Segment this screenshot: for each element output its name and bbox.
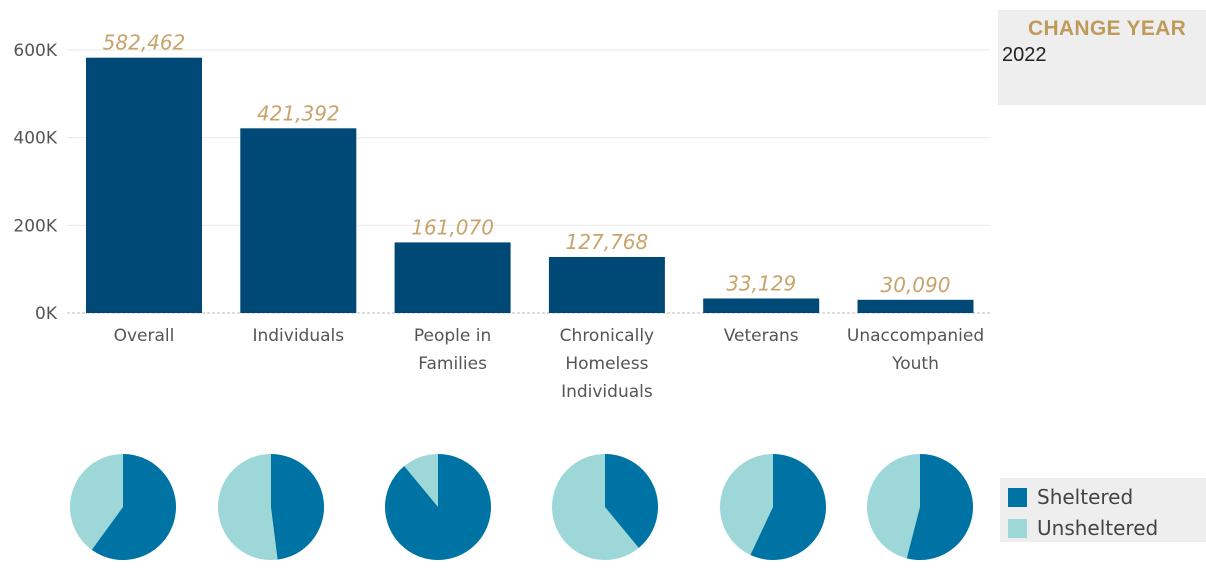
legend-item-sheltered[interactable]: Sheltered	[1008, 485, 1133, 509]
y-tick-label: 400K	[13, 129, 57, 149]
filter-year-value[interactable]: 2022	[1002, 44, 1047, 66]
x-tick-label: Overall	[114, 326, 175, 346]
legend-label-unsheltered: Unsheltered	[1037, 516, 1159, 540]
data-label: 421,392	[257, 101, 340, 125]
pie-sheltered-slice	[605, 454, 658, 548]
data-label: 582,462	[103, 31, 186, 55]
bar	[703, 298, 820, 313]
unsheltered-swatch	[1008, 518, 1027, 538]
pie-sheltered-slice	[750, 454, 827, 561]
pie-sheltered-slice	[906, 453, 973, 561]
x-tick-label: Unaccompanied	[847, 326, 984, 346]
x-tick-label: Homeless	[565, 354, 648, 374]
data-label: 161,070	[411, 215, 494, 239]
x-tick-label: Chronically	[560, 326, 654, 346]
bar	[240, 128, 357, 313]
x-tick-label: Individuals	[252, 326, 344, 346]
bar	[857, 299, 974, 313]
bar	[394, 242, 511, 313]
x-tick-label: Veterans	[724, 326, 799, 346]
x-tick-label: Families	[418, 354, 487, 374]
data-label: 127,768	[566, 230, 649, 254]
data-label: 30,090	[881, 273, 951, 297]
pie-sheltered-slice	[384, 454, 491, 560]
x-tick-label: People in	[414, 326, 491, 346]
sheltered-swatch	[1008, 487, 1027, 507]
y-tick-label: 200K	[13, 216, 57, 236]
legend-item-unsheltered[interactable]: Unsheltered	[1008, 516, 1158, 540]
data-label: 33,129	[726, 271, 796, 295]
y-tick-label: 600K	[13, 41, 57, 61]
change-year-filter[interactable]: CHANGE YEAR 2022	[998, 10, 1206, 105]
legend-label-sheltered: Sheltered	[1037, 485, 1134, 509]
pie-sheltered-slice	[91, 454, 176, 561]
x-tick-label: Youth	[891, 354, 939, 374]
bar	[86, 57, 202, 313]
legend: Sheltered Unsheltered	[1000, 478, 1206, 542]
x-tick-label: Individuals	[561, 382, 653, 402]
pie-sheltered-slice	[271, 453, 325, 560]
homelessness-chart: 0K 200K 400K 600K 582,462 Overall 421,392 Indiv…	[13, 31, 990, 561]
y-tick-label: 0K	[35, 304, 58, 324]
filter-title: CHANGE YEAR	[1028, 17, 1187, 40]
bar	[548, 256, 665, 313]
